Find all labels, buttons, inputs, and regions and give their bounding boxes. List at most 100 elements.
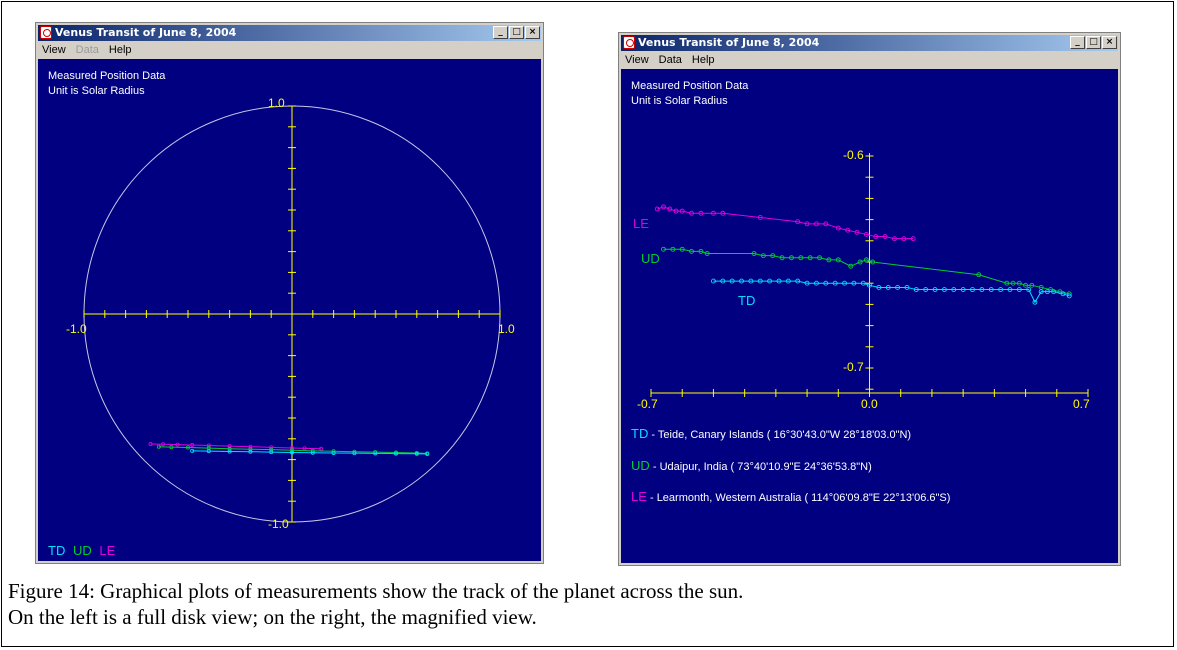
data-point-td bbox=[895, 284, 901, 290]
data-point-ud bbox=[269, 447, 274, 452]
data-point-ud bbox=[789, 255, 794, 261]
data-point-le bbox=[190, 443, 195, 448]
app-icon[interactable] bbox=[40, 26, 52, 39]
data-point-le bbox=[161, 442, 166, 447]
data-point-le bbox=[845, 227, 851, 233]
data-point-td bbox=[885, 284, 891, 290]
data-point-le bbox=[882, 234, 888, 240]
menu-data[interactable]: Data bbox=[658, 54, 682, 66]
data-point-le bbox=[835, 225, 841, 231]
maximize-button[interactable]: □ bbox=[1086, 36, 1101, 49]
figure-caption: Figure 14: Graphical plots of measuremen… bbox=[8, 578, 1168, 630]
x-tick-right: 0.7 bbox=[1073, 397, 1090, 411]
legend-ud: UD bbox=[73, 543, 92, 558]
right-titlebar[interactable]: Venus Transit of June 8, 2004 _ □ × bbox=[621, 35, 1118, 51]
data-point-le bbox=[319, 446, 324, 451]
data-point-td bbox=[269, 450, 274, 455]
data-point-td bbox=[960, 287, 966, 293]
data-point-le bbox=[227, 444, 232, 449]
data-point-ud bbox=[835, 257, 841, 263]
data-point-le bbox=[863, 231, 869, 237]
data-point-ud bbox=[169, 445, 174, 450]
minimize-button[interactable]: _ bbox=[493, 26, 508, 39]
data-point-ud bbox=[1016, 280, 1022, 286]
data-point-ud bbox=[863, 257, 869, 263]
data-point-td bbox=[748, 278, 754, 284]
close-button[interactable]: × bbox=[1102, 36, 1117, 49]
legend-row-le: LE - Learmonth, Western Australia ( 114°… bbox=[631, 489, 950, 504]
legend-code-le: LE bbox=[631, 489, 647, 504]
right-series-group bbox=[654, 204, 1072, 305]
close-button[interactable]: × bbox=[525, 26, 540, 39]
series-line-td bbox=[192, 450, 428, 455]
data-point-le bbox=[248, 444, 253, 449]
series-line-ud bbox=[158, 446, 428, 454]
data-point-ud bbox=[751, 251, 757, 256]
right-window: Venus Transit of June 8, 2004 _ □ × View… bbox=[618, 32, 1121, 566]
data-point-ud bbox=[227, 446, 232, 451]
data-point-ud bbox=[807, 255, 813, 261]
right-plot-canvas: Measured Position Data Unit is Solar Rad… bbox=[621, 69, 1118, 563]
legend-text-td: Teide, Canary Islands ( 16°30'43.0"W 28°… bbox=[658, 429, 911, 441]
menu-help[interactable]: Help bbox=[691, 54, 715, 66]
data-point-le bbox=[679, 208, 685, 214]
data-point-le bbox=[901, 236, 907, 242]
data-point-td bbox=[248, 449, 253, 454]
data-point-td bbox=[1026, 287, 1032, 293]
data-point-td bbox=[851, 280, 857, 286]
data-point-td bbox=[1044, 289, 1050, 295]
menu-view[interactable]: View bbox=[625, 54, 649, 66]
data-point-ud bbox=[826, 257, 832, 263]
legend-sep-td: - bbox=[648, 429, 658, 441]
legend-row-td: TD - Teide, Canary Islands ( 16°30'43.0"… bbox=[631, 426, 911, 441]
data-point-td bbox=[932, 287, 938, 293]
data-point-td bbox=[988, 287, 994, 293]
data-point-td bbox=[310, 450, 315, 455]
data-point-le bbox=[302, 446, 307, 451]
data-point-td bbox=[813, 280, 819, 286]
data-point-td bbox=[951, 287, 957, 293]
left-plot-canvas: Measured Position Data Unit is Solar Rad… bbox=[38, 59, 541, 561]
data-point-td bbox=[842, 280, 847, 286]
data-point-le bbox=[873, 234, 879, 240]
data-point-ud bbox=[870, 259, 876, 265]
left-titlebar[interactable]: Venus Transit of June 8, 2004 _ □ × bbox=[38, 25, 541, 41]
data-point-ud bbox=[976, 272, 982, 278]
data-point-ud bbox=[857, 259, 863, 265]
x-tick-left: -1.0 bbox=[66, 322, 87, 336]
data-point-td bbox=[1016, 287, 1022, 293]
series-label-td: TD bbox=[738, 293, 755, 308]
data-point-td bbox=[876, 284, 882, 290]
x-tick-mid: 0.0 bbox=[861, 397, 878, 411]
left-window: Venus Transit of June 8, 2004 _ □ × View… bbox=[35, 22, 544, 564]
data-point-ud bbox=[661, 246, 666, 252]
data-point-td bbox=[352, 451, 357, 456]
data-point-ud bbox=[698, 248, 704, 254]
data-point-le bbox=[673, 208, 679, 214]
right-legend: TD - Teide, Canary Islands ( 16°30'43.0"… bbox=[631, 426, 950, 504]
maximize-button[interactable]: □ bbox=[509, 26, 524, 39]
left-axes bbox=[83, 105, 501, 523]
series-label-ud: UD bbox=[641, 251, 660, 266]
data-point-le bbox=[823, 221, 829, 227]
legend-td: TD bbox=[48, 543, 65, 558]
menu-help[interactable]: Help bbox=[108, 44, 132, 56]
minimize-button[interactable]: _ bbox=[1070, 36, 1085, 49]
data-point-le bbox=[710, 210, 716, 216]
data-point-td bbox=[757, 278, 763, 284]
data-point-td bbox=[739, 278, 744, 284]
data-point-td bbox=[190, 448, 195, 453]
data-point-ud bbox=[770, 253, 776, 259]
app-icon[interactable] bbox=[623, 36, 635, 49]
data-point-ud bbox=[1023, 282, 1029, 288]
data-point-ud bbox=[1029, 282, 1035, 288]
legend-text-le: Learmonth, Western Australia ( 114°06'09… bbox=[657, 492, 951, 504]
data-point-le bbox=[854, 229, 860, 235]
data-point-td bbox=[913, 287, 919, 293]
data-point-td bbox=[425, 451, 430, 456]
menu-view[interactable]: View bbox=[42, 44, 66, 56]
y-tick-top: 1.0 bbox=[268, 96, 285, 110]
data-point-ud bbox=[679, 246, 685, 252]
data-point-ud bbox=[817, 255, 823, 261]
